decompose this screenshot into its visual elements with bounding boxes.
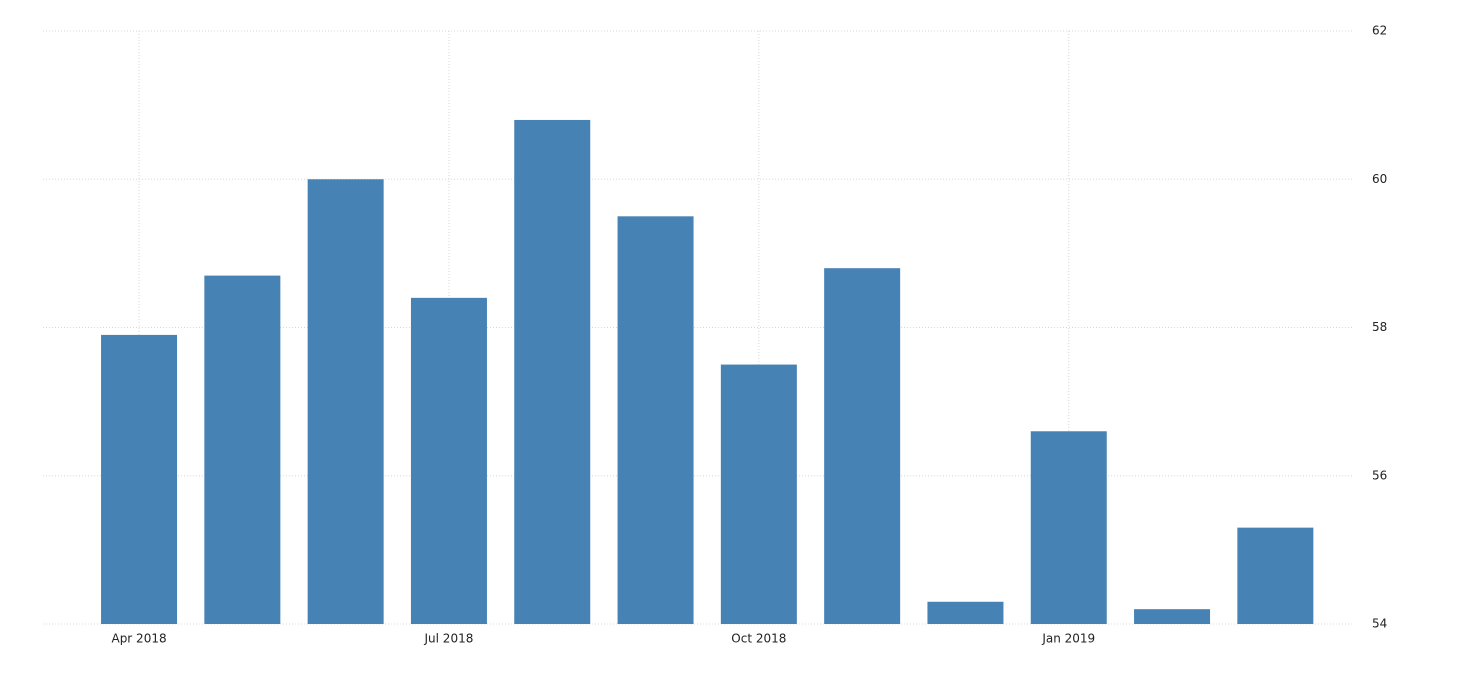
y-tick-label: 62 (1372, 24, 1387, 38)
bar (307, 179, 384, 624)
bar (927, 601, 1004, 624)
y-tick-label: 58 (1372, 320, 1387, 334)
bar (824, 268, 901, 624)
bar (514, 119, 591, 624)
bar (204, 275, 281, 624)
bar (1237, 527, 1314, 624)
x-tick-label: Jul 2018 (424, 632, 474, 646)
y-tick-label: 56 (1372, 468, 1387, 482)
bar (617, 216, 694, 624)
bar (410, 297, 487, 624)
x-tick-label: Apr 2018 (111, 632, 166, 646)
x-tick-label: Oct 2018 (731, 632, 786, 646)
y-tick-label: 54 (1372, 617, 1387, 631)
bar (101, 334, 178, 624)
y-tick-label: 60 (1372, 172, 1387, 186)
bar (720, 364, 797, 624)
bar (1134, 609, 1211, 624)
x-tick-label: Jan 2019 (1041, 632, 1095, 646)
bar (1030, 431, 1107, 624)
